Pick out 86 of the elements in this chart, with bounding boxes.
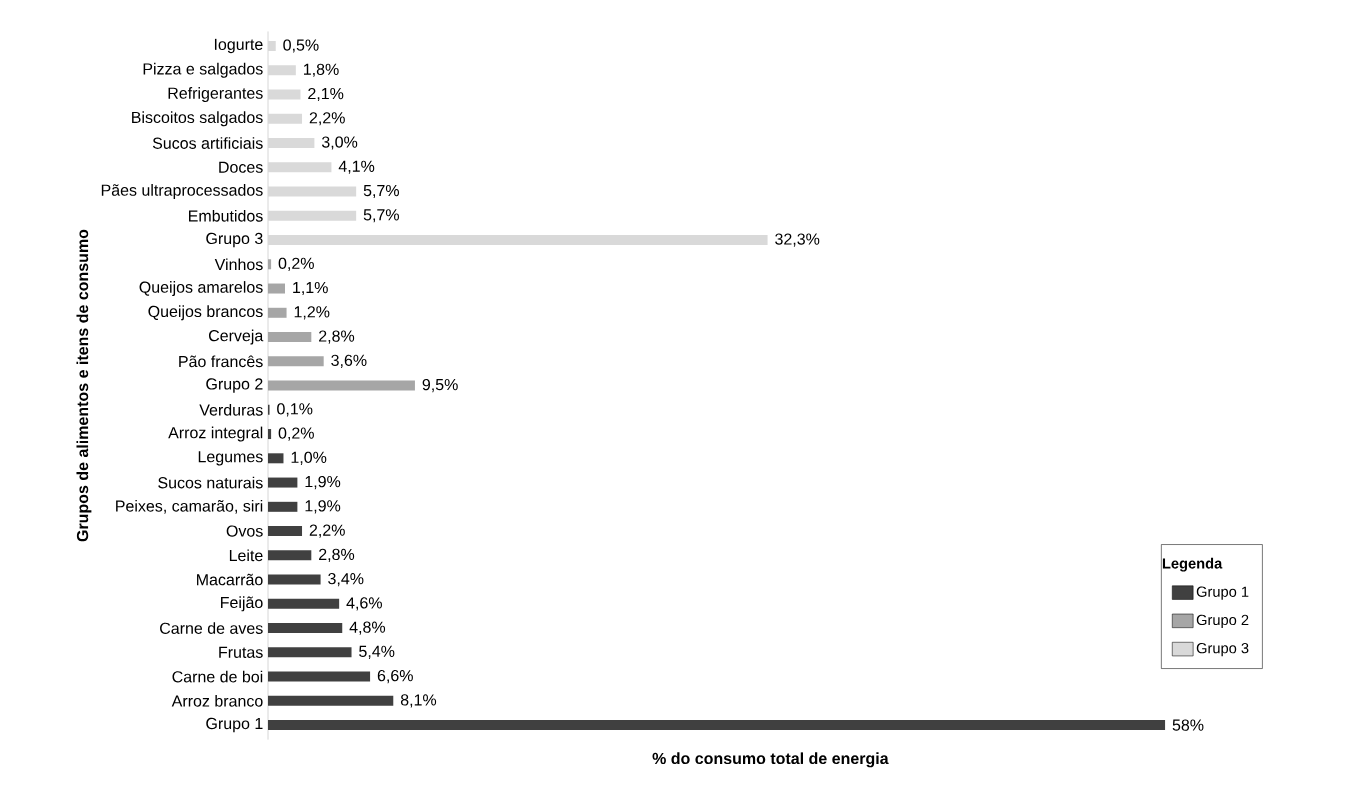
data-label: 1,0% (291, 451, 327, 465)
y-tick-label: Biscoitos salgados (132, 111, 263, 127)
data-label: 5,7% (363, 209, 399, 223)
y-tick-label: Frutas (219, 646, 263, 658)
data-label: 1,2% (294, 306, 330, 320)
y-tick-label: Peixes, camarão, siri (116, 500, 263, 514)
data-label: 5,4% (359, 645, 395, 659)
y-tick-label: Verduras (199, 403, 263, 416)
bar (268, 429, 272, 440)
y-tick-label: Iogurte (214, 38, 263, 54)
y-tick-label: Embutidos (189, 209, 263, 222)
data-label: 0,2% (278, 427, 314, 441)
y-tick-label: Grupo 2 (206, 378, 263, 393)
y-tick-label: Sucos naturais (158, 476, 263, 489)
bar (268, 623, 343, 634)
data-label: 9,5% (422, 378, 458, 393)
data-label: 2,8% (319, 330, 355, 344)
y-tick-label: Ovos (226, 525, 263, 537)
y-tick-label: Pães ultraprocessados (101, 184, 263, 199)
x-axis-title: % do consumo total de energia (652, 752, 889, 768)
y-tick-label: Feijão (221, 596, 263, 612)
data-label: 4,6% (346, 597, 382, 611)
bar (268, 720, 1166, 731)
y-tick-label: Pizza e salgados (143, 62, 263, 78)
bar (268, 671, 371, 682)
y-tick-label: Pão francês (179, 355, 263, 368)
data-label: 6,6% (377, 669, 413, 684)
data-label: 3,0% (321, 136, 358, 150)
bar (268, 113, 303, 124)
bar (268, 477, 298, 488)
y-tick-label: Arroz branco (171, 694, 263, 707)
bar (268, 647, 352, 658)
legend-label: Grupo 3 (1196, 642, 1249, 657)
y-tick-label: Leite (229, 549, 263, 562)
y-tick-label: Refrigerantes (168, 87, 263, 102)
y-tick-label: Vinhos (214, 258, 263, 271)
bar (268, 695, 394, 706)
y-tick-label: Doces (219, 161, 263, 173)
data-label: 4,1% (338, 160, 375, 174)
y-tick-label: Queijos amarelos (139, 281, 263, 296)
data-label: 5,7% (363, 184, 399, 199)
y-tick-label: Carne de aves (160, 622, 263, 634)
data-label: 4,8% (349, 621, 386, 635)
data-label: 2,8% (319, 548, 355, 562)
legend-label: Grupo 2 (1196, 614, 1249, 629)
data-label: 32,3% (775, 233, 820, 247)
data-label: 2,2% (309, 112, 345, 126)
bar (268, 501, 298, 512)
data-label: 2,1% (308, 87, 344, 102)
data-label: 0,2% (278, 257, 314, 271)
bar (268, 210, 357, 221)
data-label: 8,1% (400, 694, 437, 708)
bar (268, 65, 296, 76)
data-label: 0,5% (283, 39, 319, 53)
bar (268, 89, 301, 100)
data-label: 2,2% (309, 524, 345, 538)
data-label: 58% (1172, 719, 1204, 731)
y-tick-label: Macarrão (197, 573, 263, 586)
bar (268, 41, 276, 51)
bar (268, 162, 332, 173)
bar (268, 550, 312, 561)
bar (268, 235, 768, 246)
data-label: 3,6% (331, 354, 367, 368)
y-tick-label: Grupo 3 (206, 232, 263, 248)
data-label: 1,8% (303, 63, 339, 77)
y-tick-label: Queijos brancos (148, 305, 263, 321)
y-axis-title: Grupos de alimentos e itens de consumo (76, 229, 92, 542)
bar (268, 138, 315, 149)
data-label: 0,1% (277, 403, 313, 417)
data-label: 1,9% (305, 475, 341, 490)
data-label: 3,4% (328, 572, 364, 587)
y-tick-label: Sucos artificiais (152, 137, 263, 149)
bar (268, 186, 357, 197)
data-label: 1,9% (305, 500, 341, 514)
bar (268, 574, 321, 585)
y-tick-label: Cerveja (208, 329, 264, 345)
y-tick-label: Carne de boi (172, 670, 263, 683)
y-tick-label: Legumes (198, 451, 263, 466)
bar (268, 453, 284, 464)
y-tick-label: Arroz integral (168, 426, 263, 442)
legend-title: Legenda (1162, 557, 1223, 572)
bar (268, 598, 340, 609)
legend-label: Grupo 1 (1196, 586, 1249, 600)
bar (268, 526, 303, 537)
y-tick-label: Grupo 1 (206, 717, 263, 733)
data-label: 1,1% (293, 281, 328, 296)
